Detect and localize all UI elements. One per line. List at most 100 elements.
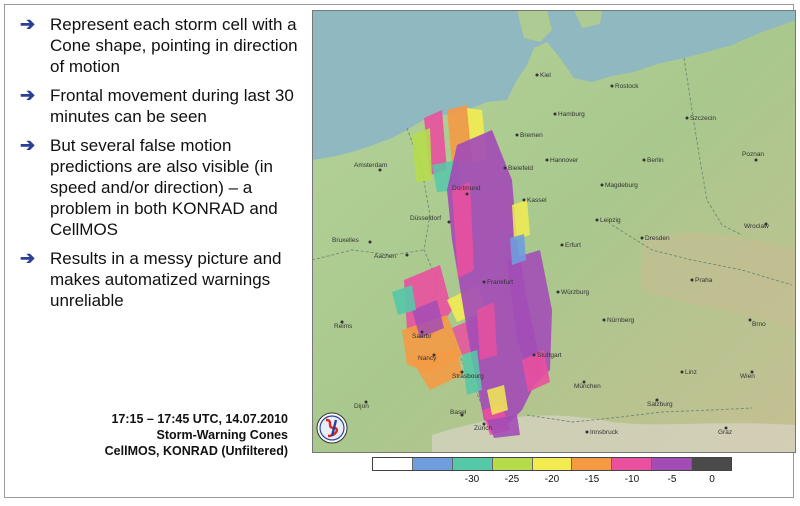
- svg-text:Düsseldorf: Düsseldorf: [410, 215, 441, 222]
- city: Brno: [748, 318, 766, 328]
- city: Hannover: [545, 157, 579, 164]
- city: Basel: [450, 409, 467, 417]
- city: Magdeburg: [600, 182, 638, 189]
- city: Poznan: [742, 151, 764, 162]
- legend-ticks: -30 -25 -20 -15 -10 -5 0: [372, 474, 732, 488]
- svg-text:Salzburg: Salzburg: [647, 401, 673, 408]
- legend-swatch: [373, 458, 413, 470]
- denmark: [517, 10, 552, 42]
- city: Salzburg: [647, 398, 673, 408]
- city: Innsbruck: [585, 429, 619, 436]
- legend-swatch: [532, 458, 573, 470]
- legend-swatch: [492, 458, 533, 470]
- bullet-item: ➔ But several false motion predictions ar…: [18, 135, 310, 240]
- city: Kassel: [522, 197, 547, 204]
- city-markers: Kiel Rostock Szczecin Hamburg Bremen Ams…: [332, 72, 769, 436]
- svg-text:Bruxelles: Bruxelles: [332, 237, 359, 244]
- city: Amsterdam: [354, 162, 387, 172]
- city: Graz: [718, 426, 732, 436]
- city: Saarbr: [412, 330, 432, 340]
- cone-band-main: [447, 130, 552, 438]
- bullet-item: ➔ Frontal movement during last 30 minutes…: [18, 85, 310, 127]
- svg-text:Reims: Reims: [334, 323, 353, 330]
- weather-service-logo-icon: [316, 412, 348, 444]
- arrow-right-icon: ➔: [20, 248, 36, 268]
- city: Bremen: [515, 132, 543, 139]
- city: Berlin: [642, 157, 664, 164]
- svg-text:Rostock: Rostock: [615, 83, 639, 90]
- bullet-item: ➔ Results in a messy picture and makes au…: [18, 248, 310, 311]
- svg-text:Kassel: Kassel: [527, 197, 547, 204]
- city: Reims: [334, 320, 353, 330]
- legend-tick-label: -20: [544, 474, 560, 485]
- storm-cone-map: Kiel Rostock Szczecin Hamburg Bremen Ams…: [312, 10, 796, 453]
- caption-time: 17:15 – 17:45 UTC, 14.07.2010: [111, 412, 288, 426]
- legend-tick-label: 0: [709, 474, 715, 485]
- svg-text:Linz: Linz: [685, 369, 697, 376]
- svg-text:Hannover: Hannover: [550, 157, 579, 164]
- color-legend: [372, 457, 732, 471]
- svg-text:Nancy: Nancy: [418, 355, 437, 362]
- svg-text:Berlin: Berlin: [647, 157, 664, 164]
- city: Bielefeld: [503, 165, 533, 172]
- city: Dijon: [354, 400, 369, 410]
- svg-text:Erfurt: Erfurt: [565, 242, 581, 249]
- caption-title: Storm-Warning Cones: [156, 428, 288, 442]
- svg-text:Basel: Basel: [450, 409, 467, 416]
- legend-tick-label: -5: [667, 474, 677, 485]
- legend-swatch: [652, 458, 693, 470]
- svg-text:Magdeburg: Magdeburg: [605, 182, 638, 189]
- svg-text:Saarbr: Saarbr: [412, 333, 432, 340]
- city: Wien: [740, 370, 755, 380]
- legend-swatch: [572, 458, 613, 470]
- svg-text:Frankfurt: Frankfurt: [487, 279, 513, 286]
- legend-swatch: [612, 458, 653, 470]
- svg-text:Nürnberg: Nürnberg: [607, 317, 634, 324]
- zealand-island: [574, 10, 602, 28]
- legend-tick-label: -15: [584, 474, 600, 485]
- city: München: [574, 380, 601, 390]
- city: Erfurt: [560, 242, 581, 249]
- city: Kiel: [535, 72, 551, 79]
- caption-source: CellMOS, KONRAD (Unfiltered): [104, 444, 288, 458]
- svg-text:Hamburg: Hamburg: [558, 111, 585, 118]
- legend-tick-label: -25: [504, 474, 520, 485]
- svg-text:Wroclaw: Wroclaw: [744, 223, 769, 230]
- arrow-right-icon: ➔: [20, 85, 36, 105]
- legend-swatch: [452, 458, 493, 470]
- svg-text:Graz: Graz: [718, 429, 732, 436]
- svg-text:Wien: Wien: [740, 373, 755, 380]
- bullet-list: ➔ Represent each storm cell with a Cone s…: [18, 14, 310, 319]
- city: Würzburg: [556, 289, 590, 296]
- legend-tick-label: -10: [624, 474, 640, 485]
- city: Düsseldorf: [410, 215, 451, 224]
- svg-text:Strasbourg: Strasbourg: [452, 373, 484, 380]
- svg-text:Würzburg: Würzburg: [561, 289, 590, 296]
- svg-text:Dijon: Dijon: [354, 403, 369, 410]
- svg-text:Szczecin: Szczecin: [690, 115, 716, 122]
- svg-text:München: München: [574, 383, 601, 390]
- svg-text:Brno: Brno: [752, 321, 766, 328]
- bullet-text: But several false motion predictions are…: [50, 136, 278, 239]
- svg-text:Amsterdam: Amsterdam: [354, 162, 387, 169]
- bullet-text: Frontal movement during last 30 minutes …: [50, 86, 294, 126]
- city: Aachen: [374, 253, 409, 260]
- city: Strasbourg: [452, 370, 484, 380]
- city: Wroclaw: [744, 222, 769, 230]
- legend-swatch: [412, 458, 453, 470]
- storm-cones: [392, 105, 552, 438]
- city: Rostock: [610, 83, 639, 90]
- bullet-text: Represent each storm cell with a Cone sh…: [50, 15, 298, 76]
- city: Szczecin: [685, 115, 716, 122]
- city: Praha: [690, 277, 713, 284]
- city: Zürich: [474, 422, 492, 432]
- alps: [432, 415, 796, 453]
- svg-text:Praha: Praha: [695, 277, 713, 284]
- legend-swatch: [692, 458, 732, 470]
- svg-text:Dresden: Dresden: [645, 235, 670, 242]
- bullet-item: ➔ Represent each storm cell with a Cone s…: [18, 14, 310, 77]
- city: Nancy: [418, 353, 437, 362]
- svg-text:Stuttgart: Stuttgart: [537, 352, 562, 359]
- figure-caption: 17:15 – 17:45 UTC, 14.07.2010 Storm-Warn…: [22, 411, 288, 459]
- svg-text:Aachen: Aachen: [374, 253, 396, 260]
